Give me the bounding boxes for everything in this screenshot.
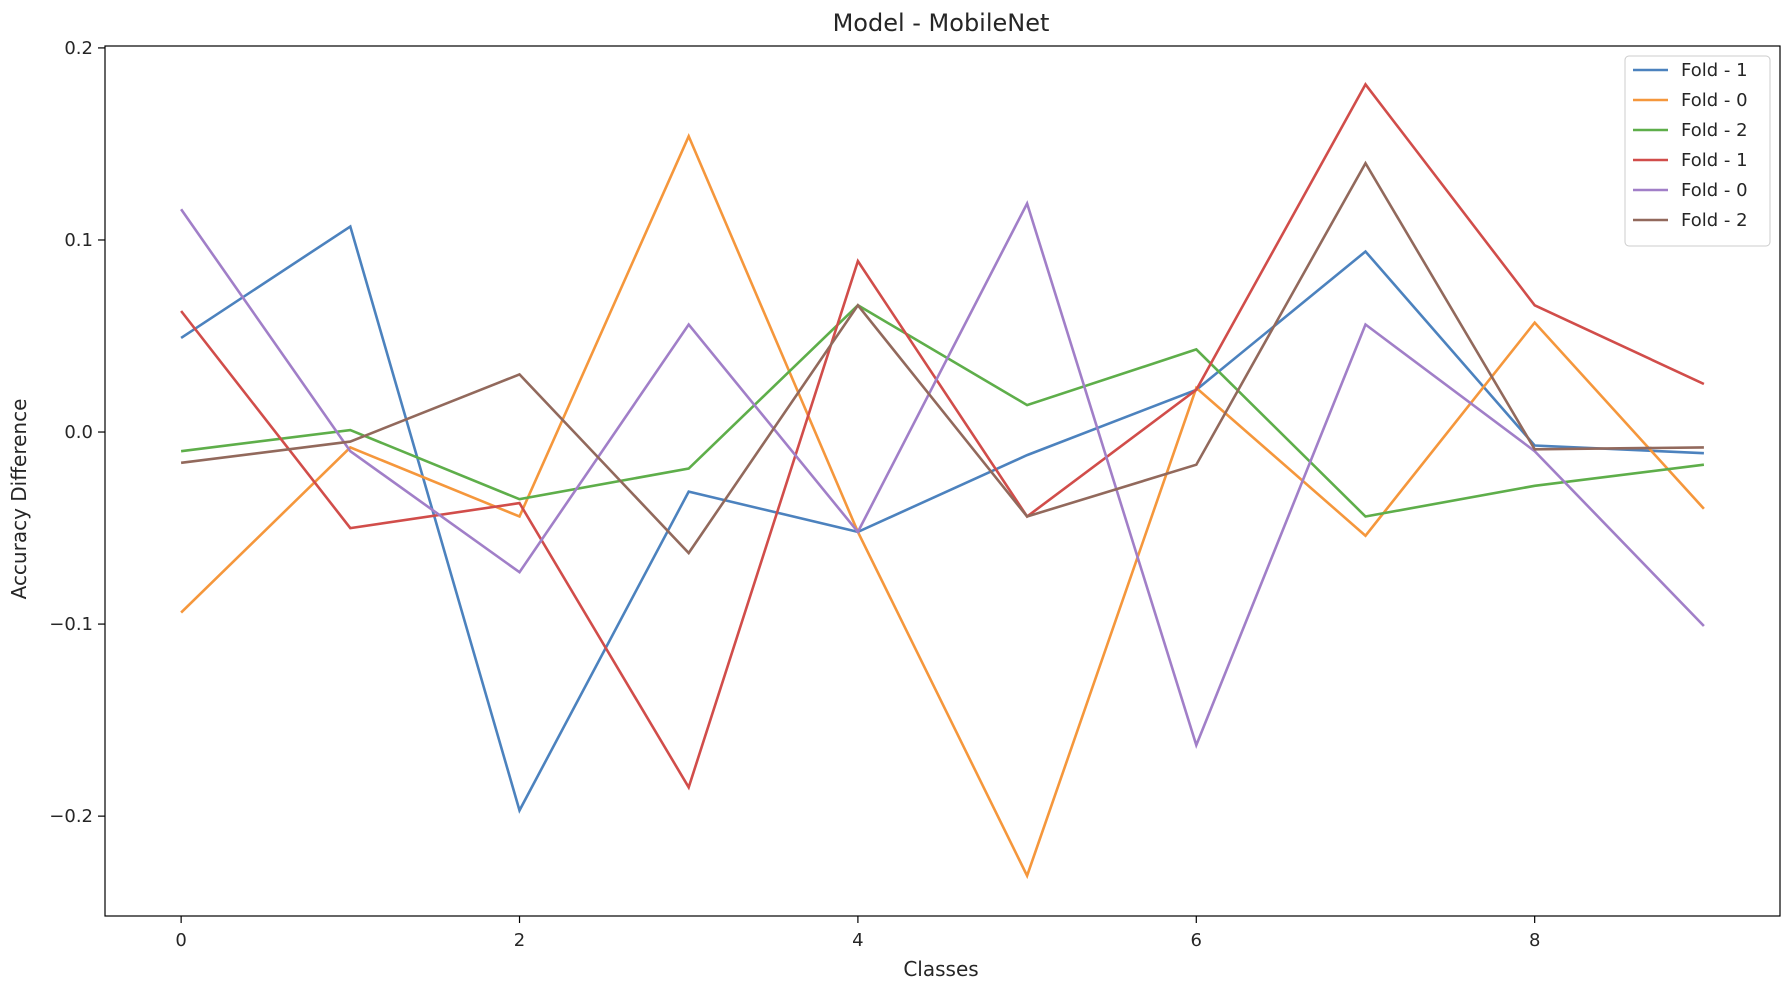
series-line-4 (180, 82, 1705, 791)
series-line-5 (180, 200, 1705, 749)
y-tick-label: 0.2 (64, 38, 93, 59)
plot-area: 0 2 4 6 8 0.2 0.1 0.0 −0.1 −0.2 (49, 38, 1781, 951)
x-axis-label: Classes (903, 957, 978, 981)
legend-label: Fold - 2 (1681, 120, 1748, 141)
series-line-2 (180, 133, 1705, 880)
legend-label: Fold - 2 (1681, 210, 1748, 231)
legend-label: Fold - 1 (1681, 150, 1748, 171)
series-line-1 (180, 224, 1704, 814)
legend-label: Fold - 0 (1681, 90, 1748, 111)
legend-box (1624, 55, 1771, 247)
x-tick-label: 8 (1529, 930, 1540, 951)
y-tick-label: −0.2 (49, 806, 93, 827)
x-tick-label: 2 (514, 930, 525, 951)
legend: Fold - 1 Fold - 0 Fold - 2 Fold - 1 Fold - 0… (1624, 55, 1771, 247)
x-tick-label: 0 (175, 930, 186, 951)
x-tick-label: 6 (1191, 930, 1202, 951)
axes-frame (104, 45, 1781, 917)
y-axis-label: Accuracy Difference (7, 399, 31, 600)
legend-label: Fold - 1 (1681, 60, 1748, 81)
y-tick-label: 0.0 (64, 422, 93, 443)
y-tick-label: 0.1 (64, 230, 93, 251)
legend-label: Fold - 0 (1681, 180, 1748, 201)
series-line-6 (180, 160, 1704, 556)
y-tick-label: −0.1 (49, 614, 93, 635)
x-tick-label: 4 (852, 930, 863, 951)
chart-title: Model - MobileNet (833, 9, 1050, 37)
series-line-3 (180, 303, 1705, 518)
